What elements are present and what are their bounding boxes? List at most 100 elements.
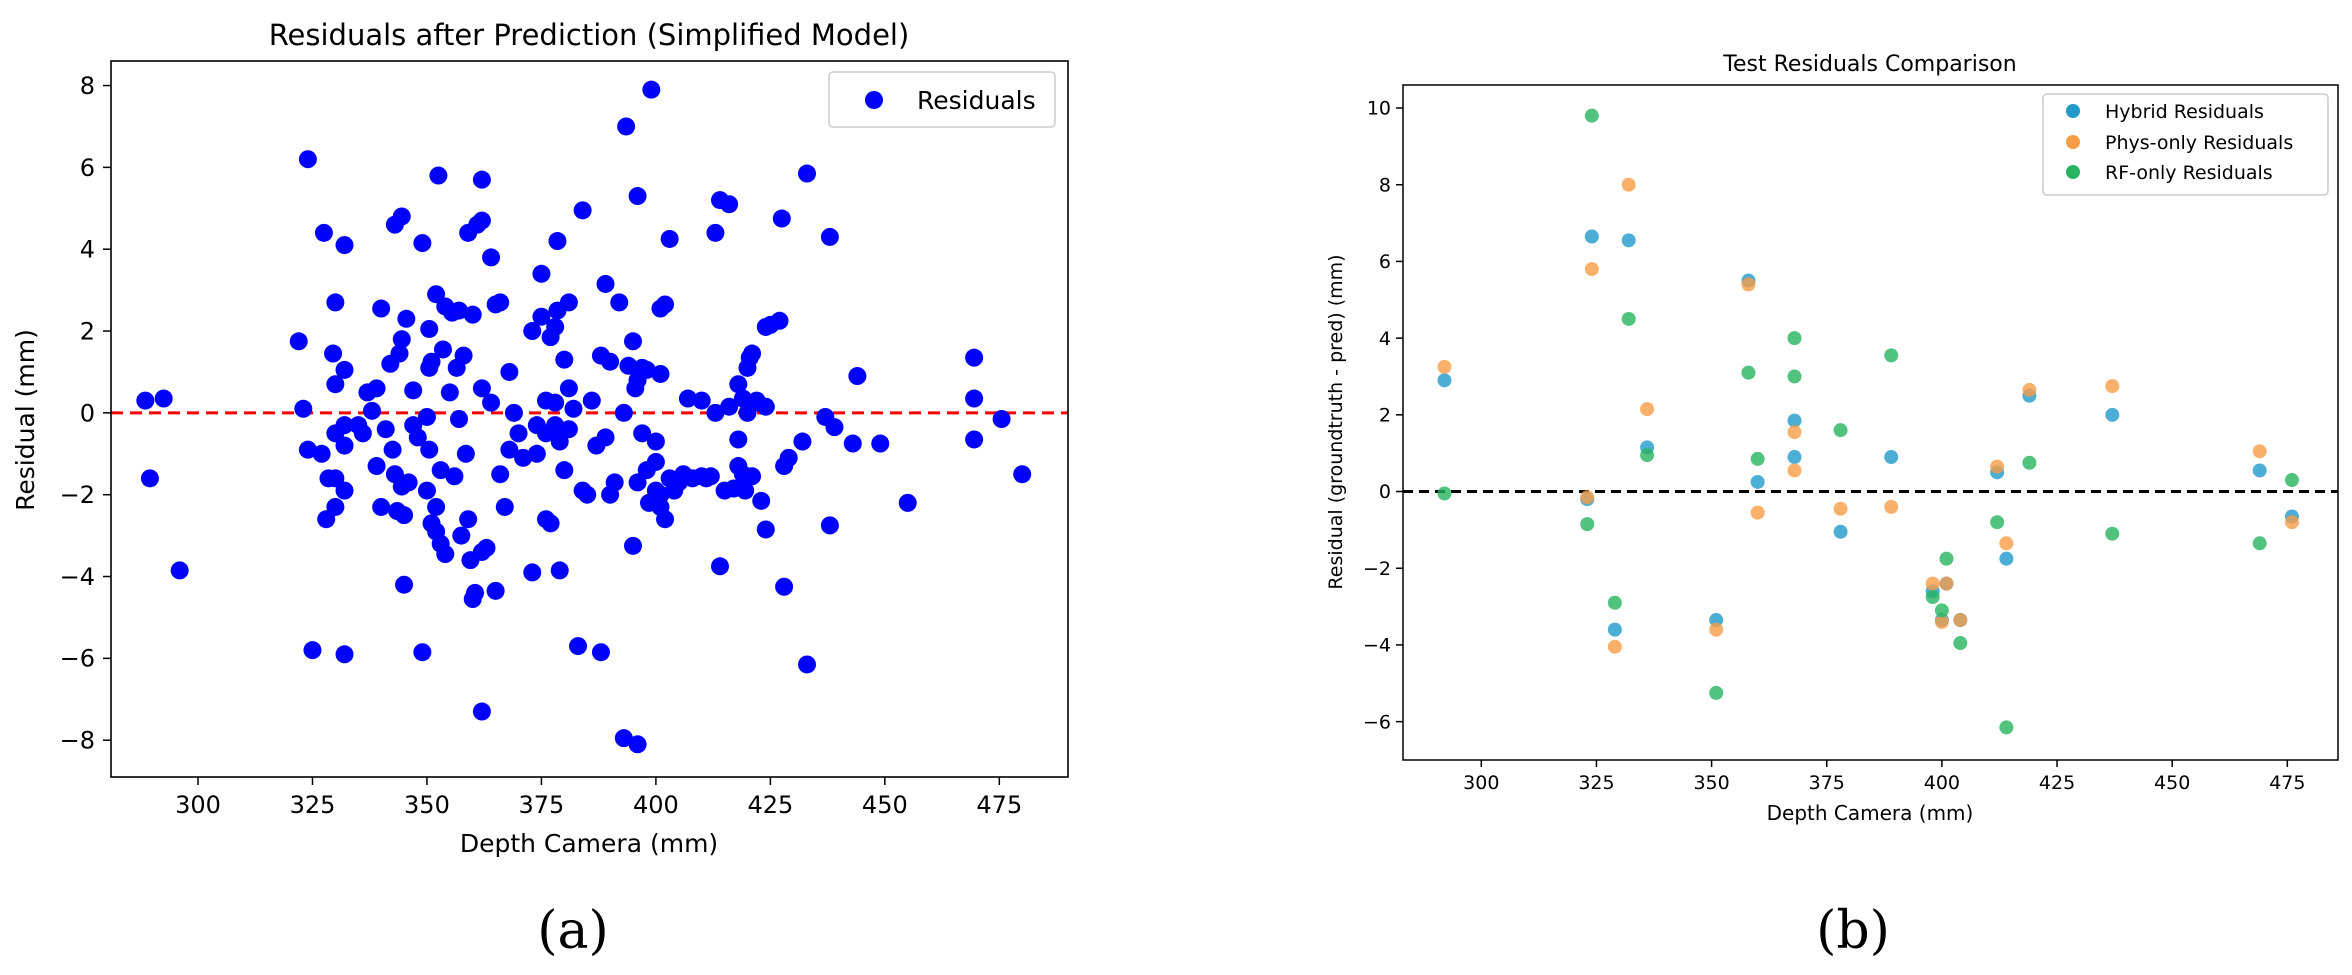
chart-a-point-residuals bbox=[500, 362, 519, 381]
chart-a-point-residuals bbox=[413, 643, 432, 662]
chart-b-point-rf-only-residuals bbox=[1934, 603, 1949, 618]
chart-b-point-hybrid-residuals bbox=[1709, 613, 1724, 628]
chart-a-point-residuals bbox=[633, 424, 652, 443]
chart-a-point-residuals bbox=[477, 538, 496, 557]
chart-b-point-phys-only-residuals bbox=[1750, 505, 1765, 520]
chart-a-ytick-label: −6 bbox=[60, 645, 95, 673]
chart-b-point-phys-only-residuals bbox=[1640, 402, 1655, 417]
chart-a-point-residuals bbox=[456, 444, 475, 463]
chart-b-point-rf-only-residuals bbox=[1787, 331, 1802, 346]
chart-a-points bbox=[136, 80, 1032, 754]
chart-a-point-residuals bbox=[303, 641, 322, 660]
chart-b-point-phys-only-residuals bbox=[2252, 444, 2267, 459]
chart-a-point-residuals bbox=[736, 481, 755, 500]
chart-b-legend-label-rf: RF-only Residuals bbox=[2105, 162, 2273, 184]
chart-a-point-residuals bbox=[466, 583, 485, 602]
chart-a-point-residuals bbox=[798, 655, 816, 674]
chart-b-point-hybrid-residuals bbox=[1787, 413, 1802, 428]
chart-a-point-residuals bbox=[482, 248, 501, 267]
chart-a-point-residuals bbox=[392, 207, 411, 226]
chart-b-point-rf-only-residuals bbox=[1990, 515, 2005, 530]
chart-a-point-residuals bbox=[605, 473, 624, 492]
chart-a-point-residuals bbox=[752, 491, 771, 510]
chart-a-point-residuals bbox=[770, 311, 789, 330]
chart-b-point-rf-only-residuals bbox=[2022, 455, 2037, 470]
chart-a-point-residuals bbox=[642, 80, 661, 99]
chart-a-point-residuals bbox=[422, 352, 441, 371]
chart-a-point-residuals bbox=[743, 344, 762, 363]
chart-b-point-hybrid-residuals bbox=[1833, 524, 1848, 539]
chart-b-legend-marker-rf bbox=[2066, 165, 2080, 179]
chart-a-point-residuals bbox=[154, 389, 173, 408]
chart-a-point-residuals bbox=[491, 465, 510, 484]
chart-a-point-residuals bbox=[527, 444, 546, 463]
chart-a-point-residuals bbox=[965, 348, 984, 367]
chart-b-point-phys-only-residuals bbox=[1621, 177, 1636, 192]
chart-a-point-residuals bbox=[450, 301, 468, 320]
chart-b-xtick-label: 300 bbox=[1463, 772, 1499, 794]
chart-a-point-residuals bbox=[646, 432, 665, 451]
chart-b-xtick-label: 350 bbox=[1693, 772, 1729, 794]
chart-b-xtick-label: 450 bbox=[2154, 772, 2190, 794]
chart-b-xtick-label: 400 bbox=[1924, 772, 1960, 794]
chart-a-point-residuals bbox=[532, 264, 551, 283]
chart-a-point-residuals bbox=[591, 643, 610, 662]
chart-b-point-rf-only-residuals bbox=[1787, 369, 1802, 384]
chart-a-point-residuals bbox=[564, 399, 583, 418]
chart-a-point-residuals bbox=[140, 469, 159, 488]
chart-a-point-residuals bbox=[504, 403, 523, 422]
chart-a-point-residuals bbox=[775, 577, 794, 596]
chart-a-point-residuals bbox=[624, 536, 642, 555]
chart-a-point-residuals bbox=[743, 467, 762, 486]
chart-a-point-residuals bbox=[372, 299, 391, 318]
chart-a-point-residuals bbox=[472, 702, 491, 721]
chart-a-point-residuals bbox=[871, 434, 890, 453]
chart-b-point-hybrid-residuals bbox=[1621, 233, 1636, 248]
chart-a-point-residuals bbox=[546, 317, 565, 336]
chart-a-point-residuals bbox=[335, 645, 354, 664]
chart-a-point-residuals bbox=[660, 229, 679, 248]
chart-a-xtick-label: 425 bbox=[747, 791, 793, 819]
chart-a-point-residuals bbox=[413, 234, 432, 253]
chart-a-point-residuals bbox=[326, 497, 345, 516]
chart-a-point-residuals bbox=[651, 364, 670, 383]
chart-a-point-residuals bbox=[651, 485, 670, 504]
chart-b-xtick-label: 475 bbox=[2269, 772, 2305, 794]
chart-a-point-residuals bbox=[353, 424, 372, 443]
chart-a-point-residuals bbox=[729, 430, 748, 449]
chart-a-point-residuals bbox=[376, 420, 395, 439]
chart-b-ytick-label: −6 bbox=[1363, 711, 1391, 733]
chart-a-point-residuals bbox=[965, 430, 984, 449]
chart-a-point-residuals bbox=[431, 461, 450, 480]
chart-a-point-residuals bbox=[546, 393, 565, 412]
chart-b-ytick-label: 2 bbox=[1379, 404, 1391, 426]
chart-a-point-residuals bbox=[408, 428, 427, 447]
chart-b-point-rf-only-residuals bbox=[2105, 526, 2120, 541]
chart-a-point-residuals bbox=[628, 735, 647, 754]
chart-a-point-residuals bbox=[550, 561, 569, 580]
chart-a-point-residuals bbox=[335, 436, 354, 455]
chart-a-point-residuals bbox=[569, 637, 588, 656]
chart-a-point-residuals bbox=[486, 581, 505, 600]
chart-a-point-residuals bbox=[614, 729, 633, 748]
chart-a-point-residuals bbox=[452, 526, 471, 545]
chart-a-point-residuals bbox=[820, 516, 839, 535]
chart-b-point-rf-only-residuals bbox=[1750, 451, 1765, 466]
chart-a-point-residuals bbox=[706, 223, 725, 242]
chart-a-point-residuals bbox=[459, 510, 478, 529]
chart-a-point-residuals bbox=[482, 393, 501, 412]
chart-b-point-phys-only-residuals bbox=[1607, 639, 1622, 654]
chart-a-point-residuals bbox=[756, 397, 775, 416]
chart-a-xtick-label: 325 bbox=[290, 791, 336, 819]
chart-a-point-residuals bbox=[614, 403, 633, 422]
chart-a-point-residuals bbox=[559, 379, 578, 398]
chart-b-frame bbox=[1402, 84, 2339, 761]
chart-b-ticks: 300 325 350 375 400 425 450 475 −6 −4 −2 0 2 4 6 8 10 bbox=[1363, 98, 2305, 794]
chart-a-point-residuals bbox=[548, 232, 567, 251]
chart-b-point-hybrid-residuals bbox=[1607, 622, 1622, 637]
chart-a-xtick-label: 400 bbox=[633, 791, 679, 819]
chart-a-point-residuals bbox=[729, 375, 748, 394]
chart-b-point-rf-only-residuals bbox=[1640, 448, 1655, 463]
chart-b-point-rf-only-residuals bbox=[2252, 536, 2267, 551]
chart-a-xtick-label: 350 bbox=[404, 791, 450, 819]
